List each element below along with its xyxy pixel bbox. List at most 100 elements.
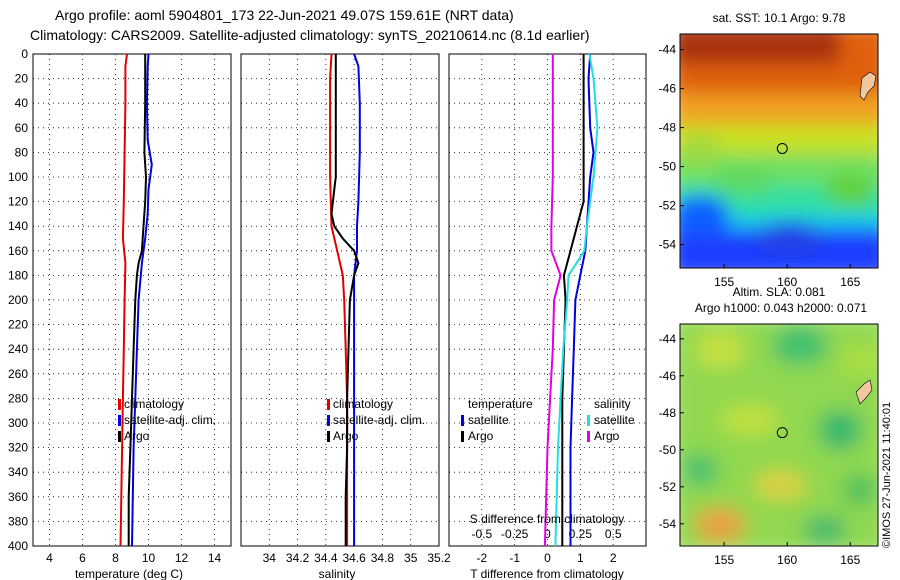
sst-map-frame [679,33,879,269]
temperature-legend: climatology satellite-adj. clim. Argo [118,397,216,443]
x-tick-label: -2 [476,551,487,565]
depth-tick-label: 300 [8,416,28,430]
sla-map-panel: Altim. SLA: 0.081 Argo h1000: 0.043 h200… [659,285,879,567]
legend-swatch-s-satellite [587,415,590,426]
salinity-tick-labels: 34 34.2 34.4 34.6 34.8 35 35.2 [263,551,451,565]
s-difference-tick-labels: -0.5 -0.25 0 0.25 0.5 [471,527,621,541]
legend-label-t-satellite: satellite [468,413,509,427]
x-tick-label: 12 [175,551,189,565]
legend-title-salinity: salinity [594,397,631,411]
series-line-satellite-adj-clim- [353,54,361,546]
credit-text: ©IMOS 27-Jun-2021 11:40:01 [881,402,893,548]
map-lat-tick: -48 [659,121,677,135]
depth-tick-label: 100 [8,170,28,184]
legend-swatch-argo [327,431,330,442]
map-lon-tick: 160 [777,553,797,567]
temperature-lines [119,54,153,546]
series-line-argo [330,54,360,546]
argo-position-marker [776,427,788,439]
series-line-temperature-argo [561,54,585,546]
depth-tick-label: 280 [8,391,28,405]
t-difference-tick-labels: -2 -1 0 1 2 [476,551,616,565]
difference-panel: -2 -1 0 1 2 -0.5 -0.25 0 0.25 0.5 S difference f… [448,53,647,580]
map-lat-tick: -44 [659,332,677,346]
legend-swatch-s-argo [587,431,590,442]
s-diff-tick-label: 0.25 [569,527,593,541]
legend-label-t-argo: Argo [468,429,494,443]
salinity-lines [329,54,361,546]
depth-tick-label: 260 [8,367,28,381]
depth-tick-label: 60 [15,121,29,135]
sla-map-ticks: -44 -46 -48 -50 -52 -54 155 160 165 [659,332,861,567]
depth-tick-label: 180 [8,268,28,282]
map-lon-tick: 165 [840,275,860,289]
s-diff-tick-label: -0.5 [471,527,492,541]
map-lat-tick: -48 [659,406,677,420]
legend-swatch-satellite [118,415,121,426]
temperature-grid [33,54,231,546]
map-lat-tick: -54 [659,238,677,252]
legend-label-satellite: satellite-adj. clim. [124,413,216,427]
map-lon-tick: 165 [840,553,860,567]
sst-map-panel: sat. SST: 10.1 Argo: 9.78 -44 -46 -48 -50 -5… [659,11,879,289]
s-diff-tick-label: 0 [544,527,551,541]
depth-tick-label: 400 [8,539,28,553]
x-tick-label: 34 [263,551,277,565]
x-tick-label: 35 [404,551,418,565]
sla-map-frame [679,323,879,547]
s-difference-axis-label: S difference from climatology [470,512,625,526]
map-lon-tick: 160 [777,275,797,289]
depth-tick-label: 120 [8,195,28,209]
difference-lines [543,54,599,546]
sst-map-ticks: -44 -46 -48 -50 -52 -54 155 160 165 [659,43,861,289]
x-tick-label: -1 [509,551,520,565]
legend-label-s-argo: Argo [594,429,620,443]
x-tick-label: 34.8 [371,551,395,565]
sla-map-image [680,324,878,546]
series-line-temperature-satellite [569,54,595,546]
depth-tick-label: 320 [8,441,28,455]
legend-swatch-satellite [327,415,330,426]
legend-swatch-t-satellite [461,415,464,426]
s-diff-tick-label: -0.25 [501,527,529,541]
legend-swatch-t-argo [461,431,464,442]
depth-tick-label: 140 [8,219,28,233]
depth-tick-label: 80 [15,145,29,159]
sst-map-title: sat. SST: 10.1 Argo: 9.78 [713,11,846,25]
depth-tick-label: 0 [21,47,28,61]
x-tick-label: 34.4 [314,551,338,565]
legend-swatch-argo [118,431,121,442]
x-tick-label: 6 [79,551,86,565]
depth-tick-label: 240 [8,342,28,356]
salinity-axes-frame [240,53,440,547]
map-lat-tick: -50 [659,160,677,174]
x-tick-label: 34.6 [342,551,366,565]
map-lat-tick: -54 [659,517,677,531]
depth-tick-label: 340 [8,465,28,479]
series-line-argo [127,54,148,546]
legend-label-argo: Argo [333,429,359,443]
depth-tick-label: 200 [8,293,28,307]
x-tick-label: 35.2 [427,551,451,565]
sst-map-image [680,34,878,268]
depth-tick-label: 160 [8,244,28,258]
salinity-axis-label: salinity [319,567,356,580]
map-lon-tick: 155 [714,275,734,289]
map-lon-tick: 155 [714,553,734,567]
depth-tick-label: 380 [8,514,28,528]
legend-swatch-climatology [118,399,121,410]
legend-label-argo: Argo [124,429,150,443]
figure-title-line1: Argo profile: aoml 5904801_173 22-Jun-20… [55,7,514,23]
legend-label-satellite: satellite-adj. clim. [333,413,425,427]
temperature-axes-frame [32,53,232,547]
legend-label-climatology: climatology [124,397,184,411]
legend-label-s-satellite: satellite [594,413,635,427]
temperature-tick-labels: 4 6 8 10 12 14 [46,551,221,565]
temperature-axis-label: temperature (deg C) [75,567,183,580]
s-diff-tick-label: 0.5 [605,527,622,541]
map-lat-tick: -46 [659,369,677,383]
map-lat-tick: -44 [659,43,677,57]
salinity-legend: climatology satellite-adj. clim. Argo [327,397,425,443]
temperature-panel: 0 20 40 60 80 100 120 140 160 180 200 220 240 260 280 3… [8,47,232,580]
argo-position-marker [776,142,788,154]
